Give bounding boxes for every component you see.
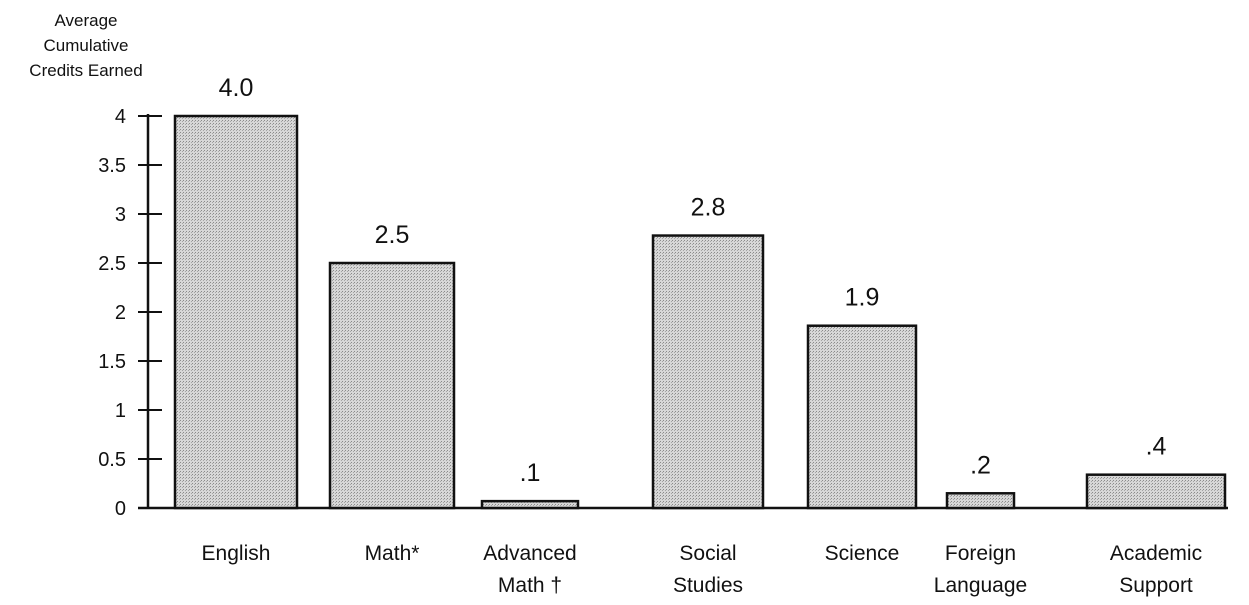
- y-tick-label: 3: [115, 204, 126, 226]
- category-label: English: [202, 542, 271, 565]
- y-tick-label: 0: [115, 498, 126, 520]
- data-label: 1.9: [845, 284, 880, 312]
- y-axis-title: Average Cumulative Credits Earned: [29, 11, 142, 80]
- bar: [480, 499, 580, 510]
- y-axis-title-line: Cumulative: [43, 36, 128, 55]
- bar: [806, 324, 918, 510]
- category-label: Math*: [365, 542, 420, 565]
- category-label: Advanced: [483, 542, 576, 565]
- bar: [173, 114, 299, 510]
- y-axis-title-line: Credits Earned: [29, 61, 142, 80]
- category-labels: English Math* Advanced Math † Social Studies S…: [202, 542, 1203, 597]
- category-label: Foreign: [945, 542, 1016, 565]
- data-labels: 4.0 2.5 .1 2.8 1.9 .2 .4: [219, 74, 1167, 487]
- data-label: .1: [520, 459, 541, 487]
- bar: [328, 261, 456, 510]
- y-tick-label: 2.5: [98, 253, 126, 275]
- bar: [1085, 473, 1227, 510]
- y-tick-label: 3.5: [98, 155, 126, 177]
- bar: [945, 492, 1016, 510]
- category-label: Science: [825, 542, 900, 565]
- category-label: Studies: [673, 574, 743, 597]
- y-axis-title-line: Average: [54, 11, 117, 30]
- data-label: .2: [970, 451, 991, 479]
- data-label: .4: [1146, 433, 1167, 461]
- category-label: Math †: [498, 574, 562, 597]
- y-tick-label: 0.5: [98, 449, 126, 471]
- data-label: 4.0: [219, 74, 254, 102]
- y-tick-label: 4: [115, 106, 126, 128]
- category-label: Language: [934, 574, 1027, 597]
- y-tick-label: 2: [115, 302, 126, 324]
- y-tick-label: 1: [115, 400, 126, 422]
- bars: [173, 114, 1227, 510]
- category-label: Academic: [1110, 542, 1202, 565]
- bar: [651, 234, 765, 510]
- category-label: Social: [679, 542, 736, 565]
- data-label: 2.8: [691, 194, 726, 222]
- data-label: 2.5: [375, 221, 410, 249]
- y-axis: 0 0.5 1 1.5 2 2.5 3 3.5 4: [98, 106, 1228, 520]
- category-label: Support: [1119, 574, 1193, 597]
- y-tick-label: 1.5: [98, 351, 126, 373]
